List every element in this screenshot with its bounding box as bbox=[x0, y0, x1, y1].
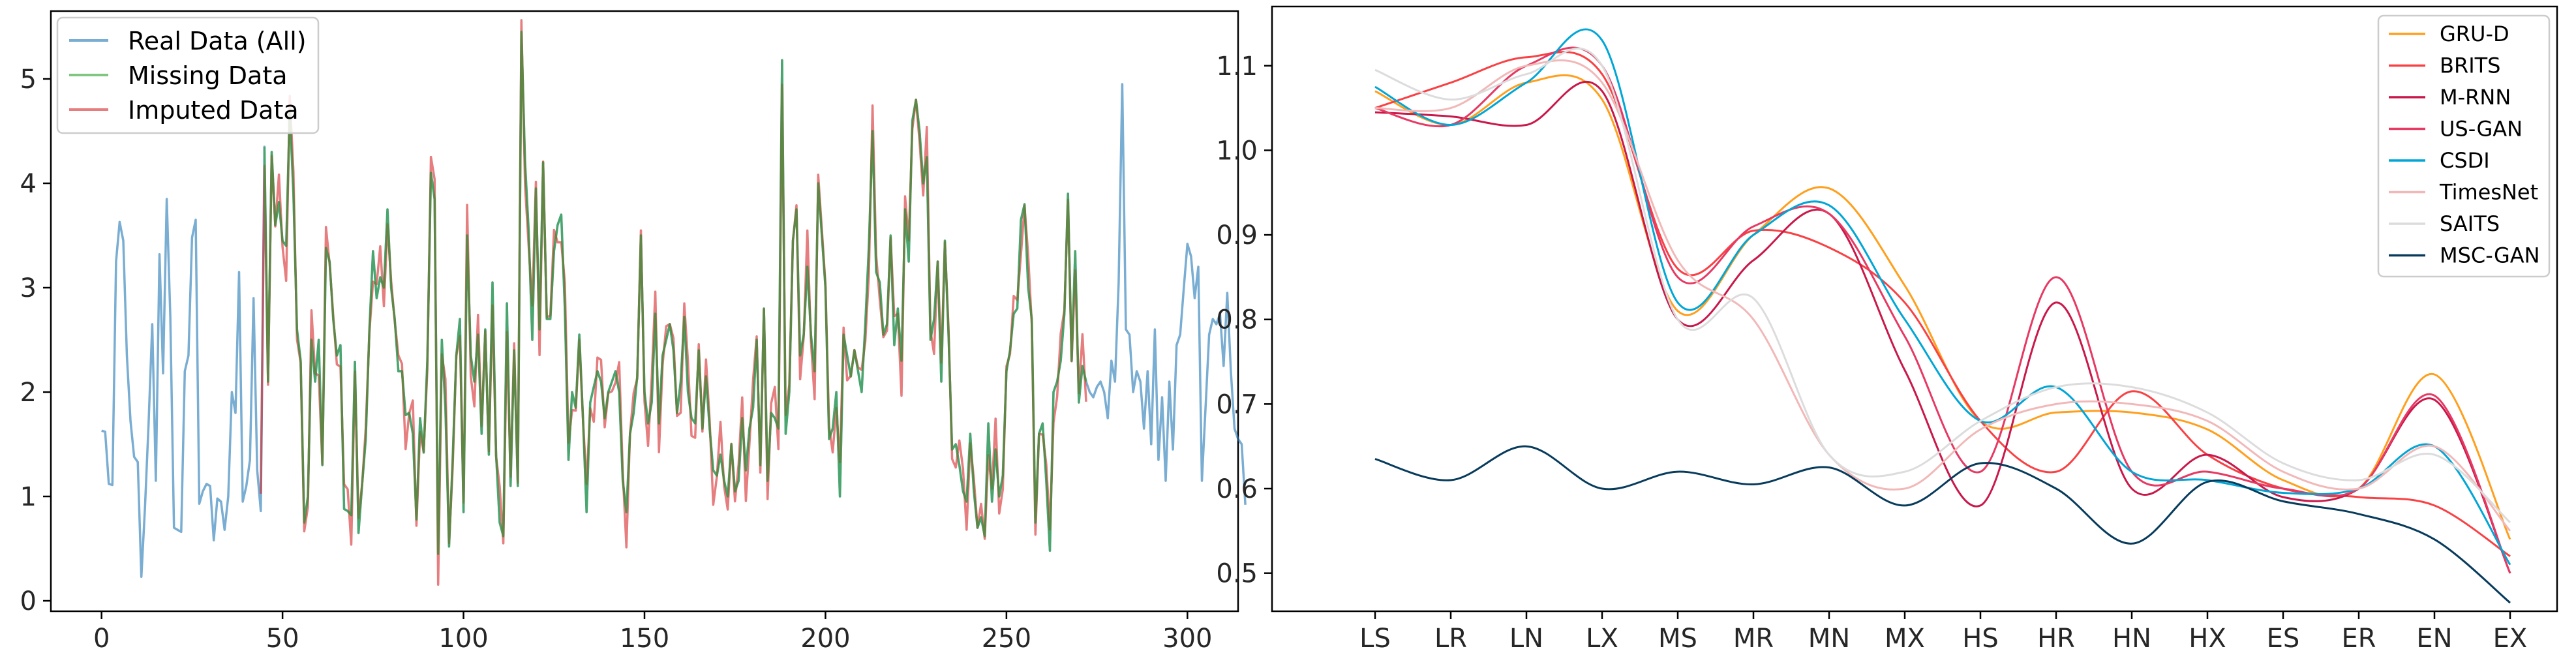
legend-label: CSDI bbox=[2440, 148, 2490, 173]
y-tick-label: 4 bbox=[20, 169, 37, 199]
right-legend-box bbox=[2377, 14, 2551, 278]
y-tick-label: 1 bbox=[20, 482, 37, 512]
left-legend-box bbox=[56, 16, 320, 134]
y-tick-label: 0.5 bbox=[1216, 559, 1258, 589]
legend-label: Real Data (All) bbox=[128, 27, 307, 55]
y-tick-label: 0.8 bbox=[1216, 305, 1258, 335]
legend-label: M-RNN bbox=[2440, 85, 2511, 110]
series-line-saits bbox=[1374, 47, 2511, 524]
y-tick-label: 0 bbox=[20, 586, 37, 616]
legend-label: MSC-GAN bbox=[2440, 243, 2540, 268]
legend-label: Imputed Data bbox=[128, 96, 299, 125]
left-chart: 0 50 100 150 200 250 300 0 1 2 3 4 5 Real Data (All) M… bbox=[20, 10, 1247, 653]
series-line-missing-data bbox=[263, 31, 1087, 555]
x-tick-label: LX bbox=[1586, 624, 1618, 653]
y-tick-label: 3 bbox=[20, 273, 37, 303]
legend-label: GRU-D bbox=[2440, 22, 2509, 46]
x-tick-label: ER bbox=[2341, 624, 2376, 653]
legend-label: TimesNet bbox=[2439, 180, 2538, 205]
right-plot-frame bbox=[1271, 5, 2558, 613]
x-tick-label: 150 bbox=[620, 624, 669, 653]
y-tick-label: 0.7 bbox=[1216, 389, 1258, 419]
legend-label: SAITS bbox=[2440, 211, 2500, 236]
series-line-msc-gan bbox=[1374, 445, 2511, 604]
x-tick-label: 250 bbox=[982, 624, 1031, 653]
x-tick-label: 50 bbox=[266, 624, 299, 653]
x-tick-label: LR bbox=[1434, 624, 1467, 653]
x-tick-label: HN bbox=[2112, 624, 2151, 653]
legend-label: Missing Data bbox=[128, 61, 288, 90]
x-tick-label: 200 bbox=[800, 624, 850, 653]
x-tick-label: HR bbox=[2037, 624, 2075, 653]
y-tick-label: 2 bbox=[20, 378, 37, 408]
legend-label: BRITS bbox=[2440, 53, 2500, 78]
series-line-imputed-data bbox=[260, 19, 1087, 586]
x-tick-label: 0 bbox=[93, 624, 110, 653]
x-tick-label: HS bbox=[1962, 624, 1998, 653]
series-line-csdi bbox=[1374, 28, 2511, 566]
right-legend: GRU-D BRITS M-RNN US-GAN CSDI TimesNet SAITS MS… bbox=[2377, 14, 2551, 278]
x-tick-label: LS bbox=[1359, 624, 1391, 653]
series-line-m-rnn bbox=[1374, 80, 2511, 574]
x-tick-label: ES bbox=[2267, 624, 2300, 653]
x-tick-label: 100 bbox=[438, 624, 488, 653]
series-line-gru-d bbox=[1374, 74, 2511, 540]
right-chart: LS LR LN LX MS MR MN MX HS HR HN HX ES ER EN EX 0.5 0.6 0.… bbox=[1216, 5, 2558, 653]
x-tick-label: MN bbox=[1808, 624, 1850, 653]
y-tick-label: 1.1 bbox=[1216, 52, 1258, 82]
x-tick-label: LN bbox=[1509, 624, 1543, 653]
y-tick-label: 0.9 bbox=[1216, 220, 1258, 251]
x-tick-label: MX bbox=[1885, 624, 1925, 653]
x-tick-label: 300 bbox=[1162, 624, 1212, 653]
legend-label: US-GAN bbox=[2440, 117, 2523, 142]
left-legend: Real Data (All) Missing Data Imputed Data bbox=[56, 16, 320, 134]
y-tick-label: 0.6 bbox=[1216, 474, 1258, 504]
series-line-us-gan bbox=[1374, 46, 2511, 574]
x-tick-label: MS bbox=[1658, 624, 1697, 653]
x-tick-label: MR bbox=[1733, 624, 1774, 653]
x-tick-label: HX bbox=[2189, 624, 2226, 653]
y-tick-label: 5 bbox=[20, 65, 37, 95]
series-line-timesnet bbox=[1374, 59, 2511, 532]
x-tick-label: EN bbox=[2416, 624, 2452, 653]
y-tick-label: 1.0 bbox=[1216, 136, 1258, 166]
x-tick-label: EX bbox=[2493, 624, 2528, 653]
